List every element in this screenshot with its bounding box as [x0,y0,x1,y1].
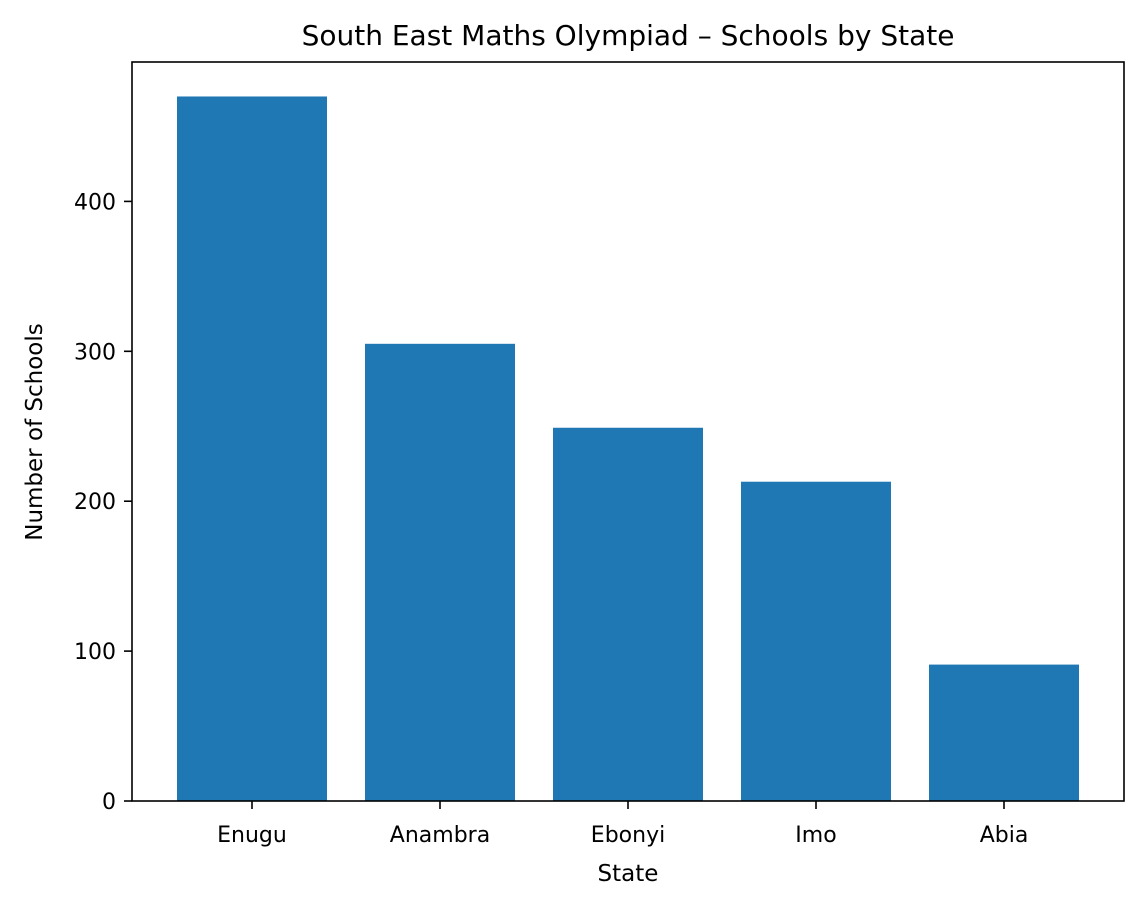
x-axis-ticks: Enugu Anambra Ebonyi Imo Abia [217,801,1028,848]
bars-layer [177,96,1079,801]
y-tick-label: 300 [74,340,116,365]
chart-title: South East Maths Olympiad – Schools by S… [302,19,955,52]
x-axis-label: State [598,861,659,887]
x-tick-label: Anambra [390,823,490,848]
plot-frame [131,61,1125,802]
bar-imo [741,481,891,801]
bar-anambra [365,343,515,801]
y-tick-label: 0 [102,790,116,815]
bar-ebonyi [553,427,703,801]
x-tick-label: Imo [795,823,836,848]
bar-abia [929,664,1079,801]
x-tick-label: Abia [980,823,1029,848]
x-tick-label: Ebonyi [591,823,665,848]
bar-enugu [177,96,327,801]
y-axis-label: Number of Schools [22,323,48,541]
y-tick-label: 100 [74,640,116,665]
x-tick-label: Enugu [217,823,287,848]
y-tick-label: 200 [74,490,116,515]
y-axis-ticks: 0 100 200 300 400 [74,190,132,815]
y-tick-label: 400 [74,190,116,215]
